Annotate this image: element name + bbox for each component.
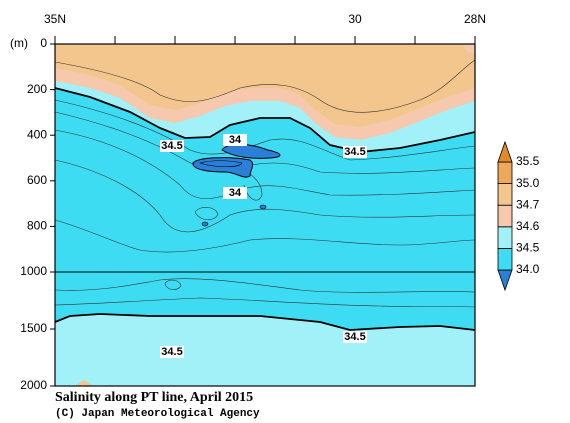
contour-label-bg <box>223 134 247 146</box>
colorbar-low <box>497 269 513 292</box>
contour-line <box>54 99 476 161</box>
field-347-350 <box>55 44 475 127</box>
contour-line <box>54 297 476 308</box>
low-spot <box>201 221 209 227</box>
colorbar-label: 35.0 <box>516 176 540 190</box>
contour-345 <box>54 313 476 331</box>
contour-label: 34 <box>229 187 242 199</box>
contour-line <box>194 207 219 221</box>
contour-label: 34.5 <box>161 346 182 358</box>
y-tick-label: 0 <box>40 36 47 50</box>
y-tick-label: 800 <box>27 219 47 233</box>
colorbar-high <box>497 140 513 163</box>
contour-label: 34.5 <box>161 140 182 152</box>
contour-label-bg <box>223 187 247 199</box>
colorbar-band <box>497 161 513 185</box>
contour-line <box>54 159 476 233</box>
contour-label: 34 <box>229 134 242 146</box>
colorbar-label: 34.7 <box>516 197 540 211</box>
contour-label: 34.5 <box>344 146 365 158</box>
y-tick-label: 400 <box>27 127 47 141</box>
colorbar-band <box>497 183 513 206</box>
low-spot <box>259 204 267 210</box>
colorbar-band <box>497 204 513 228</box>
field-light-spot <box>462 44 475 54</box>
y-tick-label: 2000 <box>20 378 47 392</box>
colorbar-label: 34.6 <box>516 219 540 233</box>
x-tick-label: 30 <box>348 12 362 26</box>
contour-line <box>54 219 476 253</box>
contour-label-bg <box>343 331 367 343</box>
colorbar-band <box>497 226 513 249</box>
y-axis-label: (m) <box>10 36 28 50</box>
y-tick-label: 1500 <box>20 321 47 335</box>
contour-label: 34.5 <box>344 331 365 343</box>
contour-345 <box>54 87 476 153</box>
field-bottom-spot <box>75 380 93 386</box>
contour-label-bg <box>343 146 367 158</box>
chart-title: Salinity along PT line, April 2015 <box>55 390 253 405</box>
colorbar-label: 34.0 <box>516 262 540 276</box>
contour-line <box>54 59 476 113</box>
x-tick-label: 28N <box>464 12 486 26</box>
y-tick-label: 1000 <box>20 264 47 278</box>
colorbar-label: 35.5 <box>516 154 540 168</box>
colorbar-label: 34.5 <box>516 241 540 255</box>
contour-label-bg <box>160 346 184 358</box>
y-tick-label: 600 <box>27 173 47 187</box>
contour-line <box>54 278 476 293</box>
colorbar-band <box>497 247 513 271</box>
x-tick-label: 35N <box>44 12 66 26</box>
contour-label-bg <box>160 140 184 152</box>
low-core-inner <box>199 160 243 168</box>
field-345-346-bottom <box>55 314 475 386</box>
contour-line <box>164 279 182 290</box>
plot-frame <box>54 43 476 387</box>
credit: (C) Japan Meteorological Agency <box>55 408 260 420</box>
y-tick-label: 200 <box>27 82 47 96</box>
